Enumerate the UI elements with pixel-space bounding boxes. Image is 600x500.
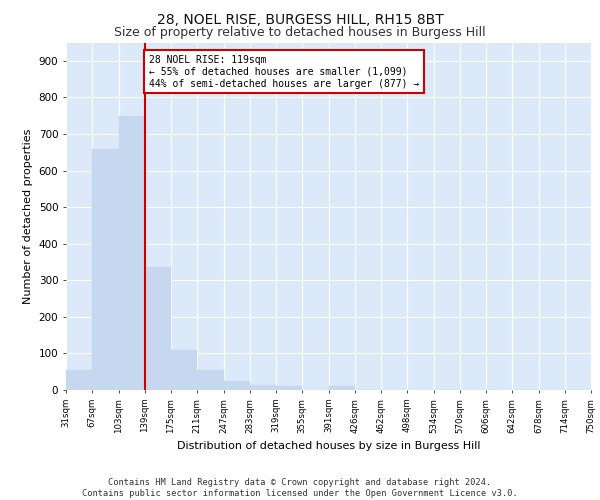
Bar <box>119 116 145 390</box>
Bar <box>329 386 355 390</box>
Text: 28, NOEL RISE, BURGESS HILL, RH15 8BT: 28, NOEL RISE, BURGESS HILL, RH15 8BT <box>157 12 443 26</box>
Bar <box>250 384 276 390</box>
Text: Size of property relative to detached houses in Burgess Hill: Size of property relative to detached ho… <box>114 26 486 39</box>
Bar <box>66 370 92 390</box>
Bar <box>171 350 197 390</box>
X-axis label: Distribution of detached houses by size in Burgess Hill: Distribution of detached houses by size … <box>177 441 480 451</box>
Text: 28 NOEL RISE: 119sqm
← 55% of detached houses are smaller (1,099)
44% of semi-de: 28 NOEL RISE: 119sqm ← 55% of detached h… <box>149 56 419 88</box>
Bar <box>145 268 171 390</box>
Y-axis label: Number of detached properties: Number of detached properties <box>23 128 33 304</box>
Text: Contains HM Land Registry data © Crown copyright and database right 2024.
Contai: Contains HM Land Registry data © Crown c… <box>82 478 518 498</box>
Bar <box>197 370 223 390</box>
Bar <box>92 148 119 390</box>
Bar <box>276 386 302 390</box>
Bar <box>223 381 250 390</box>
